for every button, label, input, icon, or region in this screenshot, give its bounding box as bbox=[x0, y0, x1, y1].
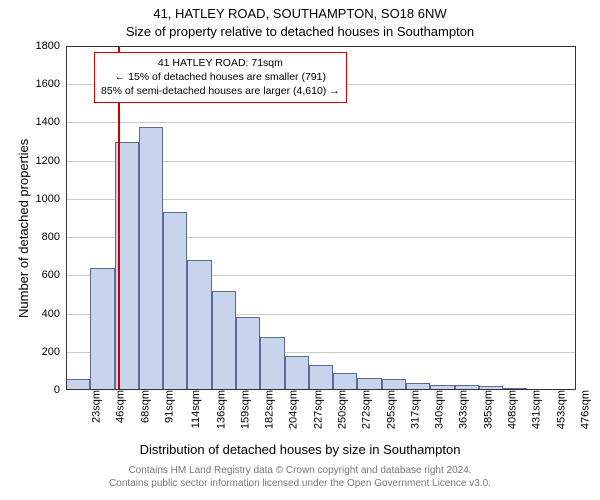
xtick-label: 431sqm bbox=[527, 390, 543, 429]
histogram-bar bbox=[90, 268, 114, 390]
histogram-bar bbox=[430, 385, 454, 390]
credits-text: Contains HM Land Registry data © Crown c… bbox=[0, 464, 600, 490]
histogram-bar bbox=[212, 291, 236, 390]
xtick-label: 408sqm bbox=[503, 390, 519, 429]
xtick-label: 295sqm bbox=[381, 390, 397, 429]
histogram-bar bbox=[503, 388, 527, 390]
histogram-bar bbox=[382, 379, 406, 390]
credits-line1: Contains HM Land Registry data © Crown c… bbox=[0, 464, 600, 477]
histogram-bar bbox=[66, 379, 90, 390]
xtick-label: 182sqm bbox=[260, 390, 276, 429]
ytick-label: 200 bbox=[42, 346, 66, 358]
xtick-label: 385sqm bbox=[478, 390, 494, 429]
ytick-label: 1600 bbox=[36, 78, 66, 90]
xtick-label: 227sqm bbox=[308, 390, 324, 429]
y-axis-label: Number of detached properties bbox=[16, 139, 31, 318]
histogram-bar bbox=[236, 317, 260, 390]
ytick-label: 1200 bbox=[36, 155, 66, 167]
xtick-label: 317sqm bbox=[405, 390, 421, 429]
annotation-line: 85% of semi-detached houses are larger (… bbox=[101, 84, 340, 98]
histogram-bar bbox=[333, 373, 357, 390]
histogram-bar bbox=[552, 389, 576, 390]
ytick-label: 400 bbox=[42, 308, 66, 320]
xtick-label: 68sqm bbox=[135, 390, 151, 423]
chart-container: 41, HATLEY ROAD, SOUTHAMPTON, SO18 6NW S… bbox=[0, 0, 600, 500]
ytick-label: 1000 bbox=[36, 193, 66, 205]
xtick-label: 23sqm bbox=[87, 390, 103, 423]
grid-line bbox=[66, 122, 576, 123]
histogram-bar bbox=[163, 212, 187, 390]
histogram-bar bbox=[309, 365, 333, 390]
xtick-label: 159sqm bbox=[235, 390, 251, 429]
xtick-label: 136sqm bbox=[211, 390, 227, 429]
ytick-label: 1800 bbox=[36, 40, 66, 52]
x-axis-label: Distribution of detached houses by size … bbox=[0, 442, 600, 457]
xtick-label: 91sqm bbox=[160, 390, 176, 423]
xtick-label: 204sqm bbox=[284, 390, 300, 429]
histogram-bar bbox=[357, 378, 381, 390]
histogram-bar bbox=[139, 127, 163, 390]
histogram-bar bbox=[479, 386, 503, 390]
plot-area: 02004006008001000120014001600180023sqm46… bbox=[66, 46, 576, 390]
xtick-label: 272sqm bbox=[357, 390, 373, 429]
histogram-bar bbox=[260, 337, 284, 391]
annotation-box: 41 HATLEY ROAD: 71sqm← 15% of detached h… bbox=[94, 52, 347, 103]
ytick-label: 0 bbox=[54, 384, 66, 396]
xtick-label: 476sqm bbox=[575, 390, 591, 429]
ytick-label: 800 bbox=[42, 231, 66, 243]
chart-title-line1: 41, HATLEY ROAD, SOUTHAMPTON, SO18 6NW bbox=[0, 6, 600, 21]
ytick-label: 1400 bbox=[36, 116, 66, 128]
histogram-bar bbox=[187, 260, 211, 390]
xtick-label: 363sqm bbox=[454, 390, 470, 429]
histogram-bar bbox=[455, 385, 479, 390]
annotation-line: 41 HATLEY ROAD: 71sqm bbox=[101, 56, 340, 70]
histogram-bar bbox=[406, 383, 430, 390]
credits-line2: Contains public sector information licen… bbox=[0, 477, 600, 490]
annotation-line: ← 15% of detached houses are smaller (79… bbox=[101, 70, 340, 84]
chart-title-line2: Size of property relative to detached ho… bbox=[0, 24, 600, 39]
histogram-bar bbox=[527, 389, 551, 390]
xtick-label: 340sqm bbox=[430, 390, 446, 429]
xtick-label: 453sqm bbox=[551, 390, 567, 429]
ytick-label: 600 bbox=[42, 269, 66, 281]
xtick-label: 46sqm bbox=[111, 390, 127, 423]
xtick-label: 114sqm bbox=[186, 390, 202, 428]
xtick-label: 250sqm bbox=[333, 390, 349, 429]
histogram-bar bbox=[285, 356, 309, 390]
